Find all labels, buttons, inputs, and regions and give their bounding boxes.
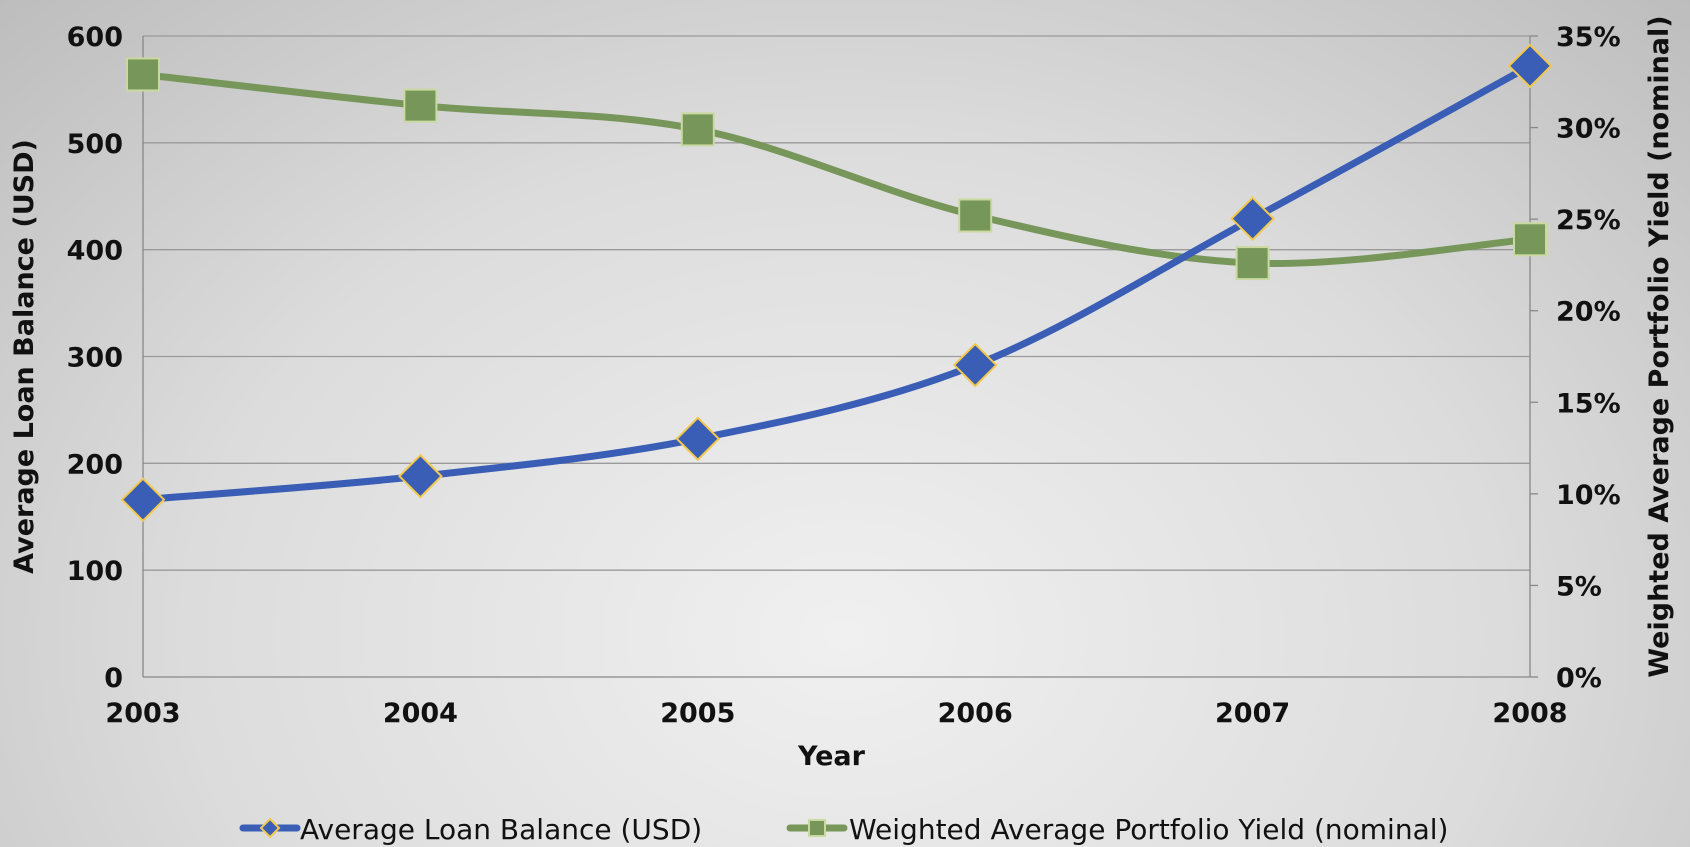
y-left-tick-label: 300 [67,343,123,374]
data-point-loan-balance [952,342,998,388]
y-axis-left-title: Average Loan Balance (USD) [9,139,40,574]
y-right-tick-label: 35% [1556,22,1621,53]
data-point-portfolio-yield [680,112,715,147]
data-point-portfolio-yield [958,198,993,233]
x-axis-title: Year [797,741,866,772]
x-tick-label: 2003 [105,698,180,729]
data-point-portfolio-yield [126,57,160,92]
y-right-tick-label: 25% [1556,205,1621,236]
data-point-loan-balance [397,453,443,499]
x-tick-label: 2006 [938,698,1013,729]
y-axis-right-title: Weighted Average Portfolio Yield (nomina… [1644,15,1675,677]
y-right-tick-label: 15% [1556,388,1621,419]
data-point-portfolio-yield [1235,246,1270,281]
y-right-tick-label: 0% [1556,663,1602,694]
data-point-loan-balance [1507,43,1553,89]
x-tick-label: 2005 [660,698,735,729]
y-right-tick-label: 10% [1556,480,1621,511]
x-tick-label: 2008 [1492,698,1567,729]
y-left-tick-label: 100 [67,556,123,587]
x-tick-label: 2004 [383,698,458,729]
legend-label: Weighted Average Portfolio Yield (nomina… [849,813,1448,846]
y-left-tick-label: 0 [104,663,123,694]
legend-marker-diamond [259,817,281,839]
y-right-tick-label: 20% [1556,297,1621,328]
series-line-loan-balance [139,62,1534,504]
y-left-tick-label: 200 [67,449,123,480]
x-tick-label: 2007 [1215,698,1290,729]
data-point-portfolio-yield [403,88,438,123]
data-point-loan-balance [675,416,721,462]
data-point-portfolio-yield [1513,222,1547,257]
y-right-tick-label: 30% [1556,114,1621,145]
legend-marker-square [808,819,826,837]
data-point-loan-balance [1230,196,1276,242]
y-left-tick-label: 600 [67,22,123,53]
legend-label: Average Loan Balance (USD) [300,813,702,846]
series-line-portfolio-yield [139,70,1534,268]
y-left-tick-label: 500 [67,129,123,160]
y-right-tick-label: 5% [1556,571,1602,602]
y-left-tick-label: 400 [67,236,123,267]
data-point-loan-balance [120,477,166,523]
